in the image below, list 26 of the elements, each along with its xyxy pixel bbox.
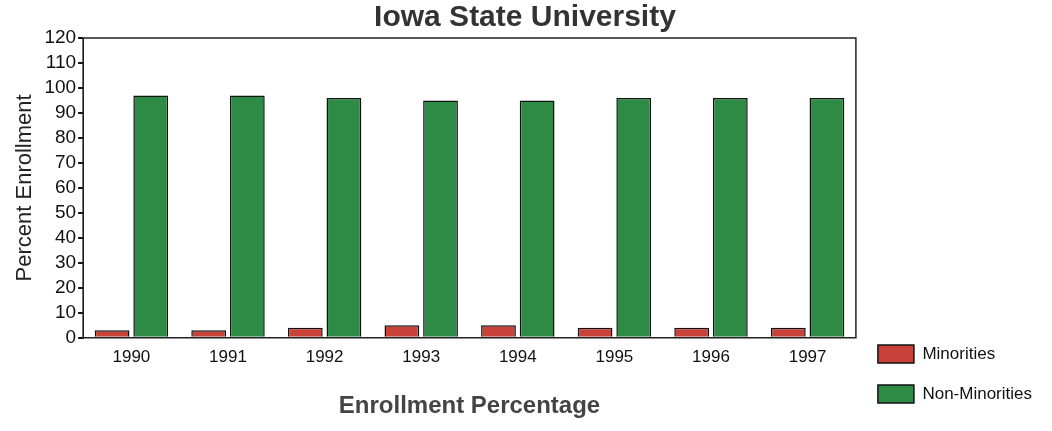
y-tick-label: 30 (54, 251, 77, 273)
y-tick-label: 80 (54, 126, 77, 148)
y-tick-label: 50 (54, 201, 77, 223)
x-tick-label: 1992 (305, 346, 344, 366)
y-tick-label: 40 (54, 226, 77, 248)
y-tick-label: 90 (54, 101, 77, 123)
legend-label: Non-Minorities (922, 383, 1033, 403)
x-tick-label: 1990 (112, 346, 151, 366)
y-tick-label: 10 (54, 301, 77, 323)
y-axis-title: Percent Enrollment (11, 94, 37, 282)
x-tick-label: 1994 (498, 346, 537, 366)
y-tick-label: 120 (44, 26, 77, 48)
y-tick-label: 0 (65, 326, 77, 348)
x-tick-label: 1997 (788, 346, 827, 366)
y-tick-label: 20 (54, 276, 77, 298)
x-axis-title: Enrollment Percentage (338, 391, 601, 419)
x-tick-label: 1993 (402, 346, 441, 366)
x-tick-label: 1991 (209, 346, 247, 366)
legend-label: Minorities (922, 343, 996, 363)
y-tick-label: 70 (54, 151, 77, 173)
x-tick-label: 1995 (595, 346, 634, 366)
x-tick-label: 1996 (692, 346, 730, 366)
y-tick-label: 60 (54, 176, 77, 198)
chart-title: Iowa State University (374, 0, 677, 33)
y-tick-label: 110 (45, 51, 77, 73)
y-tick-label: 100 (44, 76, 77, 98)
